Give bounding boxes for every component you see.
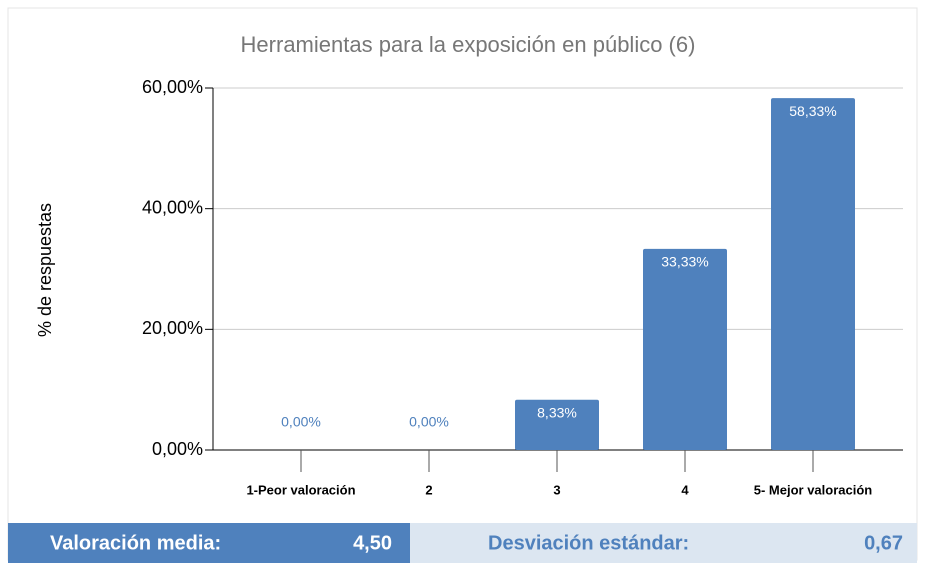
value-label: 33,33% bbox=[661, 254, 708, 270]
chart-frame bbox=[7, 7, 918, 561]
sd-value: 0,67 bbox=[864, 532, 903, 554]
y-tick-label: 0,00% bbox=[152, 439, 203, 459]
bar bbox=[643, 248, 727, 450]
y-tick-label: 60,00% bbox=[142, 77, 203, 97]
mean-panel bbox=[8, 523, 410, 563]
chart-title: Herramientas para la exposición en públi… bbox=[241, 32, 696, 57]
x-tick-label: 2 bbox=[425, 482, 432, 497]
x-tick-label: 3 bbox=[553, 482, 560, 497]
mean-label: Valoración media: bbox=[50, 532, 221, 554]
sd-panel bbox=[410, 523, 917, 563]
value-label: 0,00% bbox=[409, 414, 449, 430]
value-label: 8,33% bbox=[537, 404, 577, 420]
x-tick-label: 4 bbox=[681, 482, 689, 497]
bar bbox=[515, 399, 599, 450]
y-tick-label: 40,00% bbox=[142, 197, 203, 217]
y-tick-label: 20,00% bbox=[142, 318, 203, 338]
sd-label: Desviación estándar: bbox=[488, 532, 689, 554]
x-tick-label: 1-Peor valoración bbox=[246, 482, 355, 497]
value-label: 0,00% bbox=[281, 414, 321, 430]
value-label: 58,33% bbox=[789, 103, 836, 119]
mean-value: 4,50 bbox=[353, 532, 392, 554]
y-axis-label: % de respuestas bbox=[35, 203, 55, 337]
x-tick-label: 5- Mejor valoración bbox=[754, 482, 873, 497]
bar bbox=[771, 98, 855, 450]
